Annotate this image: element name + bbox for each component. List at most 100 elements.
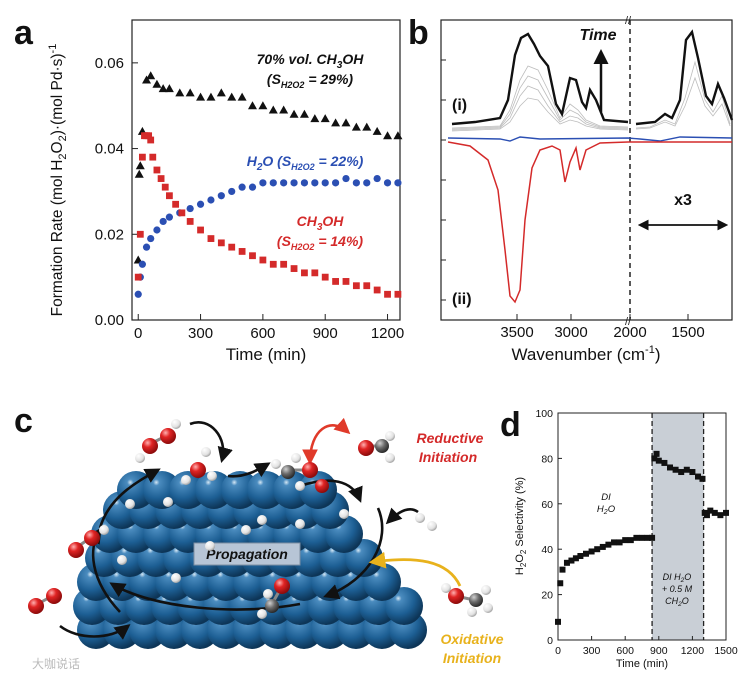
d-point	[563, 559, 570, 566]
molecule-atom	[467, 607, 477, 617]
a-point-series-2	[186, 218, 194, 225]
a-point-series-0	[383, 131, 393, 140]
a-point-series-0	[146, 71, 156, 80]
a-point-series-0	[175, 88, 185, 97]
molecule-atom	[46, 588, 62, 604]
a-xtick-label: 0	[134, 325, 142, 342]
molecule-atom	[117, 555, 127, 565]
d-point	[557, 580, 564, 587]
reductive-label-line1: Reductive	[417, 430, 484, 446]
d-xtick-label: 1500	[714, 645, 738, 657]
d-point	[683, 466, 690, 473]
d-annotation-di: DI	[601, 492, 611, 503]
a-point-series-2	[332, 278, 339, 285]
a-point-series-2	[280, 260, 288, 268]
a-point-series-1	[238, 183, 246, 191]
series-label-ch3oh70: 70% vol. CH3OH	[257, 51, 365, 71]
a-point-series-0	[142, 75, 152, 84]
a-point-series-0	[362, 122, 372, 131]
molecule-atom	[160, 428, 176, 444]
series-label-ch3oh70-selectivity: (SH2O2 = 29%)	[267, 71, 353, 90]
molecule-atom	[339, 509, 349, 519]
a-point-series-1	[290, 179, 298, 187]
panel-letter-c: c	[14, 402, 33, 440]
d-point	[568, 557, 575, 564]
a-xtick-label: 900	[313, 325, 338, 342]
molecule-atom	[302, 462, 318, 478]
d-ytick-label: 0	[547, 635, 553, 647]
panel-b-x-label: Wavenumber (cm-1)	[512, 344, 661, 364]
a-point-series-2	[153, 166, 161, 174]
a-point-series-0	[216, 88, 226, 97]
a-point-series-2	[249, 252, 256, 260]
a-point-series-1	[207, 196, 215, 204]
series-label-water: H2O (SH2O2 = 22%)	[247, 153, 364, 173]
a-point-series-0	[206, 92, 216, 101]
molecule-atom	[241, 525, 251, 535]
d-point	[695, 473, 701, 480]
a-point-series-2	[149, 153, 157, 161]
a-point-series-0	[164, 84, 174, 93]
a-point-series-0	[135, 161, 145, 170]
a-point-series-2	[165, 192, 173, 200]
panel-letter-d: d	[500, 406, 521, 444]
molecule-atom	[483, 603, 493, 613]
a-point-series-1	[321, 179, 329, 187]
series-label-ch3oh: CH3OH	[297, 213, 345, 233]
a-ytick-label: 0.04	[95, 141, 124, 158]
d-ytick-label: 100	[535, 408, 553, 420]
a-point-series-0	[331, 118, 341, 127]
propagation-label: Propagation	[206, 546, 288, 562]
cycle-arrow-8	[299, 479, 363, 503]
panel-d-x-label: Time (min)	[616, 658, 668, 670]
watermark: 大咖说话	[32, 656, 80, 671]
a-point-series-1	[159, 217, 167, 226]
spectrum-time-series	[451, 60, 731, 132]
molecule-atom	[385, 453, 395, 463]
d-point	[559, 566, 566, 573]
a-point-series-2	[311, 269, 319, 277]
a-point-series-1	[153, 226, 161, 234]
a-point-series-0	[158, 84, 168, 93]
a-point-series-0	[196, 92, 206, 101]
d-point	[649, 534, 656, 541]
a-xtick-label: 300	[188, 325, 213, 342]
d-point	[653, 450, 660, 457]
series-label-ch3oh-selectivity: (SH2O2 = 14%)	[277, 233, 363, 252]
d-xtick-label: 900	[650, 645, 668, 657]
a-point-series-2	[157, 175, 165, 182]
molecule-atom	[427, 521, 437, 531]
a-point-series-2	[172, 200, 180, 208]
a-point-series-2	[147, 136, 155, 144]
d-xtick-label: 0	[555, 645, 561, 657]
d-annotation-h2o: H2O	[597, 504, 616, 516]
a-point-series-1	[300, 179, 309, 187]
oxidative-label-line1: Oxidative	[440, 631, 503, 647]
a-point-series-2	[394, 290, 402, 298]
molecule-atom	[481, 585, 491, 595]
d-point	[678, 469, 685, 476]
a-point-series-2	[269, 260, 277, 268]
molecule-atom	[142, 438, 158, 454]
panel-a-y-label: Formation Rate (mol H2O2)·(mol Pd·s)-1	[47, 44, 69, 317]
a-point-series-0	[299, 109, 309, 118]
a-point-series-2	[363, 282, 371, 290]
molecule-atom	[295, 519, 305, 529]
d-point	[672, 466, 679, 473]
a-point-series-0	[268, 105, 278, 114]
a-point-series-0	[134, 169, 144, 178]
molecule-atom	[135, 453, 145, 463]
a-point-series-1	[228, 187, 236, 196]
d-point	[644, 534, 651, 541]
pd-atom	[169, 471, 207, 509]
a-point-series-1	[259, 179, 267, 187]
a-ytick-label: 0.00	[95, 312, 124, 329]
spectrum-trace-i	[451, 32, 629, 126]
d-point	[703, 512, 710, 519]
spectrum-trace-ii	[447, 141, 732, 304]
molecule-atom	[163, 497, 173, 507]
panel-a-x-label: Time (min)	[226, 345, 307, 364]
pd-atom	[221, 471, 259, 509]
d-annotation-mix-2: + 0.5 M	[662, 584, 693, 594]
d-point	[661, 459, 668, 466]
